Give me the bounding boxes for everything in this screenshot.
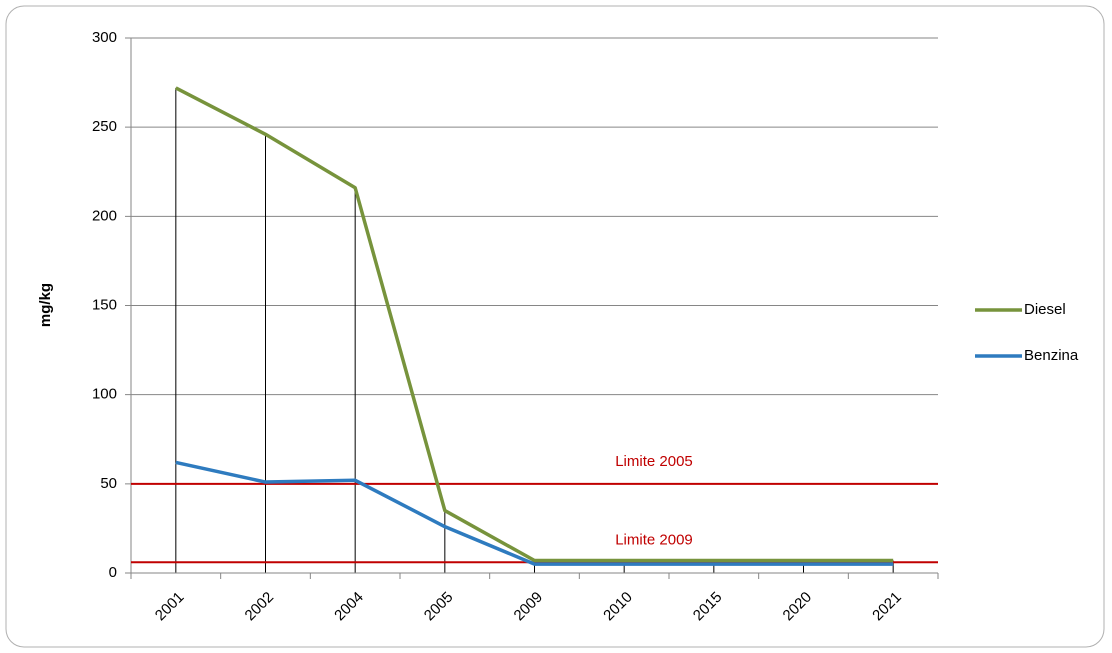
- y-tick-label: 50: [100, 475, 117, 492]
- chart-frame: [5, 5, 1105, 648]
- series-line: [175, 460, 894, 566]
- reference-label: Limite 2005: [615, 453, 693, 470]
- y-tick-label: 200: [92, 207, 117, 224]
- reference-label: Limite 2009: [615, 531, 693, 548]
- y-tick-label: 250: [92, 118, 117, 135]
- y-tick-label: 0: [109, 564, 117, 581]
- legend-label: Benzina: [1024, 347, 1079, 364]
- legend-label: Diesel: [1024, 301, 1066, 318]
- y-axis-label: mg/kg: [37, 283, 54, 327]
- y-tick-label: 100: [92, 386, 117, 403]
- y-tick-label: 150: [92, 296, 117, 313]
- series-line: [175, 86, 894, 563]
- y-tick-label: 300: [92, 29, 117, 46]
